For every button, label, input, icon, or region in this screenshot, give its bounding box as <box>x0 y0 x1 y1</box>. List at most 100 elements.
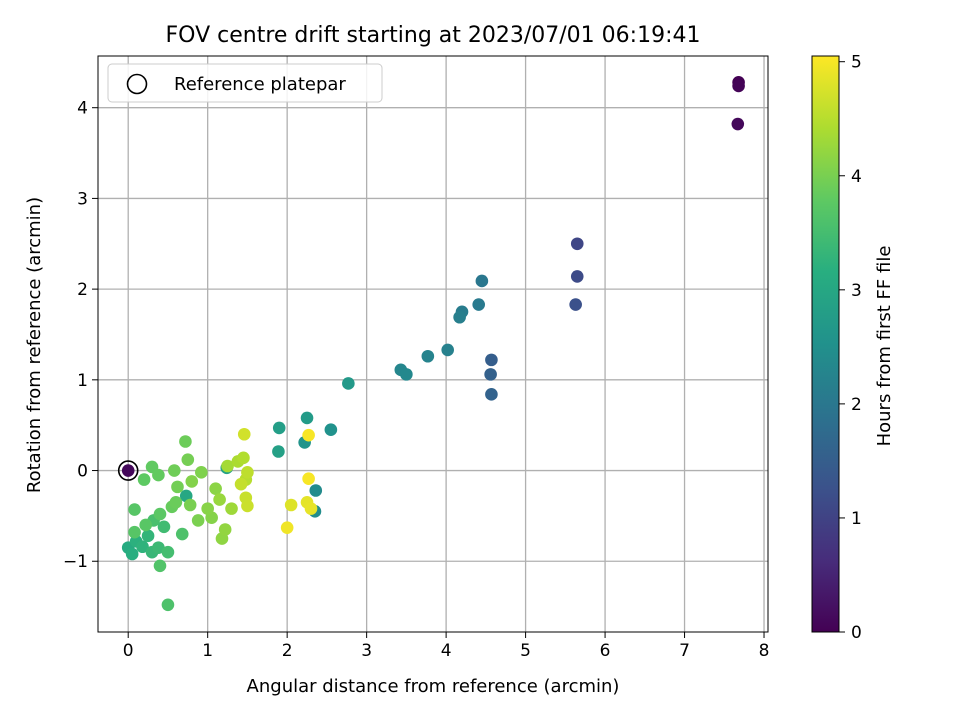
data-point <box>141 529 155 543</box>
data-point <box>169 495 183 509</box>
data-point <box>272 421 286 435</box>
data-point <box>209 482 222 495</box>
colorbar-ticks: 0 1 2 3 4 5 <box>839 53 862 643</box>
data-point <box>225 502 238 515</box>
x-axis-label: Angular distance from reference (arcmin) <box>247 676 620 697</box>
data-point <box>570 270 584 283</box>
data-point <box>152 468 165 482</box>
data-point <box>731 117 745 131</box>
colorbar-label: Hours from first FF file <box>874 246 895 447</box>
data-point <box>342 377 355 390</box>
data-point <box>201 502 214 515</box>
x-axis-ticks: 0 1 2 3 4 5 6 7 8 <box>123 632 770 661</box>
legend-marker <box>126 73 148 95</box>
data-point <box>441 343 455 357</box>
data-point <box>234 477 248 491</box>
x-tick-label: 6 <box>600 641 611 661</box>
data-point <box>302 472 315 486</box>
data-point <box>421 349 435 363</box>
data-point <box>153 559 167 573</box>
data-point <box>324 423 338 437</box>
colorbar-tick-label: 2 <box>851 395 862 415</box>
data-point <box>300 411 314 425</box>
data-point <box>152 541 165 554</box>
y-tick-label: 1 <box>77 371 88 391</box>
data-point <box>237 427 251 441</box>
x-tick-label: 0 <box>123 641 134 661</box>
data-point <box>221 459 234 473</box>
colorbar <box>811 55 840 633</box>
y-tick-label: 0 <box>77 462 88 482</box>
data-point <box>453 310 466 324</box>
data-point <box>241 466 254 479</box>
data-point <box>157 520 171 534</box>
data-point <box>309 484 323 497</box>
data-point <box>400 368 413 381</box>
data-point <box>304 502 318 515</box>
data-point <box>167 464 181 477</box>
data-point <box>139 518 152 532</box>
data-point <box>195 466 208 479</box>
data-point <box>128 503 141 516</box>
chart-title: FOV centre drift starting at 2023/07/01 … <box>166 23 701 48</box>
data-point <box>272 445 285 458</box>
data-point <box>153 507 167 521</box>
data-point <box>185 475 199 488</box>
data-point <box>121 464 135 477</box>
data-point <box>472 298 485 311</box>
data-point <box>485 353 498 367</box>
data-point <box>485 388 498 401</box>
x-tick-label: 3 <box>361 641 372 661</box>
x-tick-label: 5 <box>520 641 531 661</box>
x-tick-label: 2 <box>282 641 293 661</box>
x-tick-label: 1 <box>202 641 213 661</box>
data-point <box>218 523 232 536</box>
data-point <box>125 547 139 561</box>
data-point <box>137 473 151 486</box>
data-point <box>191 514 205 527</box>
data-point <box>181 453 195 466</box>
data-point <box>175 527 189 541</box>
plot-frame <box>97 55 769 633</box>
data-point <box>484 368 497 381</box>
colorbar-tick-label: 5 <box>851 53 862 73</box>
reference-marker <box>117 460 139 481</box>
y-axis-ticks: −1 0 1 2 3 4 <box>63 99 98 572</box>
y-tick-label: 2 <box>77 280 88 300</box>
legend-entry-reference: Reference platepar <box>174 74 346 95</box>
data-point <box>171 480 184 494</box>
data-points <box>121 76 745 612</box>
x-tick-label: 8 <box>759 641 770 661</box>
x-tick-label: 4 <box>441 641 452 661</box>
legend: Reference platepar <box>107 63 383 103</box>
data-point <box>179 435 192 448</box>
data-point <box>280 521 294 534</box>
data-point <box>128 525 141 539</box>
data-point <box>183 498 197 512</box>
colorbar-tick-label: 1 <box>851 509 862 529</box>
data-point <box>569 298 582 311</box>
data-point <box>161 598 175 612</box>
data-point <box>284 498 298 512</box>
reference-point <box>117 460 139 481</box>
data-point <box>570 237 584 251</box>
y-tick-label: 4 <box>77 99 88 119</box>
legend-box <box>107 63 383 103</box>
y-axis-label: Rotation from reference (arcmin) <box>24 197 45 493</box>
data-point <box>237 451 250 465</box>
data-point <box>732 79 745 93</box>
colorbar-tick-label: 0 <box>851 623 862 643</box>
x-tick-label: 7 <box>679 641 690 661</box>
data-point <box>302 428 315 442</box>
data-point <box>213 493 226 506</box>
data-point <box>161 545 175 559</box>
data-point <box>475 274 489 288</box>
grid <box>98 56 768 632</box>
data-point <box>241 499 254 513</box>
colorbar-tick-label: 4 <box>851 167 862 187</box>
y-tick-label: 3 <box>77 189 88 209</box>
y-tick-label: −1 <box>63 552 88 572</box>
data-point <box>136 540 149 554</box>
colorbar-tick-label: 3 <box>851 281 862 301</box>
